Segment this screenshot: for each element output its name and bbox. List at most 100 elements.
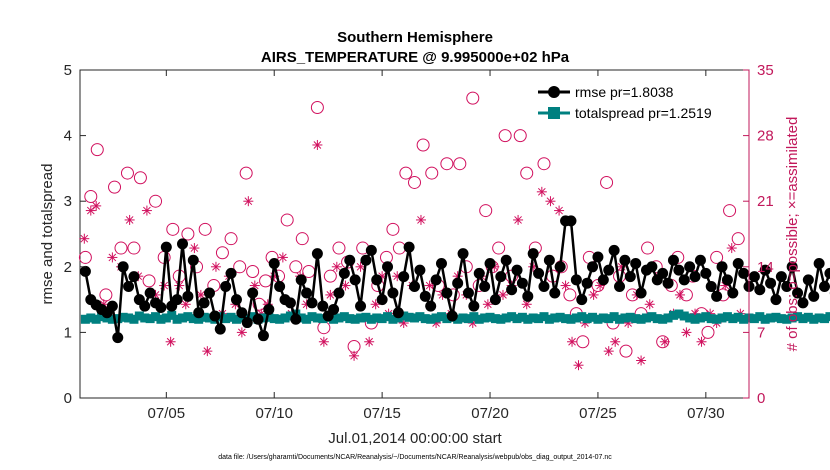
obs-assimilated-stroke (244, 197, 253, 206)
obs-assimilated-marker (567, 336, 578, 347)
rmse-point (435, 258, 447, 270)
obs-assimilated-stroke (499, 291, 507, 299)
rmse-point (290, 313, 302, 325)
legend-totalspread-marker (548, 107, 560, 119)
totalspread-point (221, 314, 231, 324)
totalspread-point (809, 314, 819, 324)
obs-assimilated-stroke (561, 281, 570, 290)
rmse-point (382, 261, 394, 273)
obs-assimilated-stroke (574, 361, 583, 370)
obs-assimilated-stroke (660, 337, 669, 346)
totalspread-point (663, 313, 673, 323)
rmse-point (684, 261, 696, 273)
totalspread-point (204, 313, 214, 323)
rmse-point (635, 287, 647, 299)
obs-assimilated-marker (573, 360, 584, 371)
obs-possible-marker (323, 269, 337, 283)
obs-assimilated-marker (554, 205, 565, 216)
rmse-point (792, 287, 804, 299)
rmse-point (225, 267, 237, 279)
obs-assimilated-stroke (546, 197, 555, 206)
obs-assimilated-marker (318, 336, 329, 347)
totalspread-point (577, 312, 587, 322)
rmse-point (403, 241, 415, 253)
totalspread-point (490, 314, 500, 324)
rmse-point (506, 284, 518, 296)
totalspread-point (269, 314, 279, 324)
obs-assimilated-marker (202, 346, 213, 357)
rmse-point (473, 267, 485, 279)
obs-assimilated-marker (85, 205, 96, 216)
y-right-tick-label: 35 (757, 62, 774, 79)
totalspread-point (410, 313, 419, 323)
rmse-point (338, 267, 350, 279)
rmse-point (705, 280, 717, 292)
rmse-point (592, 251, 604, 263)
obs-assimilated-marker (696, 336, 707, 347)
totalspread-point (258, 313, 268, 323)
obs-possible-marker (233, 260, 247, 274)
totalspread-point (280, 313, 290, 323)
obs-possible-marker (289, 260, 303, 274)
rmse-point (667, 254, 679, 266)
obs-assimilated-marker (210, 261, 221, 272)
obs-possible-marker (108, 180, 122, 194)
totalspread-point (517, 312, 527, 322)
rmse-point (230, 294, 242, 306)
rmse-point (387, 287, 399, 299)
obs-assimilated-stroke (143, 206, 151, 215)
obs-assimilated-marker (124, 214, 135, 225)
obs-possible-marker (239, 166, 253, 180)
obs-assimilated-marker (497, 289, 508, 300)
totalspread-point (658, 314, 668, 324)
rmse-point (236, 307, 248, 319)
totalspread-point (285, 311, 295, 321)
legend-totalspread-label: totalspread pr=1.2519 (575, 105, 712, 121)
totalspread-point (685, 313, 695, 323)
legend: rmse pr=1.8038 totalspread pr=1.2519 (532, 77, 744, 125)
totalspread-point (512, 314, 522, 324)
totalspread-point (755, 312, 765, 322)
obs-possible-marker (181, 227, 195, 241)
rmse-point (209, 310, 221, 322)
totalspread-point (458, 313, 468, 323)
totalspread-point (145, 314, 155, 324)
obs-assimilated-marker (364, 336, 375, 347)
data-file-footnote: data file: /Users/gharamti/Documents/NCA… (218, 454, 612, 461)
totalspread-point (582, 314, 592, 324)
rmse-point (624, 271, 636, 283)
rmse-point (678, 274, 690, 286)
obs-assimilated-marker (236, 327, 247, 338)
rmse-point (214, 323, 226, 335)
y-tick-label: 2 (64, 259, 72, 276)
rmse-point (619, 254, 631, 266)
y-tick-label: 3 (64, 193, 72, 210)
totalspread-point (652, 314, 662, 324)
totalspread-point (420, 314, 430, 324)
totalspread-point (701, 312, 711, 322)
rmse-point (721, 274, 733, 286)
obs-possible-marker (513, 129, 527, 143)
obs-possible-marker (710, 250, 724, 264)
totalspread-point (550, 313, 560, 323)
totalspread-point (717, 313, 727, 323)
totalspread-point (302, 314, 312, 324)
rmse-point (533, 267, 545, 279)
y-tick-label: 4 (64, 128, 72, 145)
totalspread-point (636, 314, 646, 324)
rmse-point (457, 248, 469, 260)
chart-title-line2: AIRS_TEMPERATURE @ 9.995000e+02 hPa (261, 49, 570, 66)
rmse-point (295, 274, 307, 286)
totalspread-point (496, 314, 506, 324)
totalspread-point (140, 313, 150, 323)
totalspread-point (350, 314, 360, 324)
rmse-point (738, 267, 750, 279)
rmse-point (819, 280, 830, 292)
rmse-point (155, 301, 167, 313)
obs-assimilated-stroke (92, 202, 101, 210)
rmse-point (252, 313, 264, 325)
chart-title-line1: Southern Hemisphere (337, 29, 493, 46)
totalspread-point (372, 313, 382, 323)
rmse-point (268, 258, 280, 270)
rmse-point (398, 271, 410, 283)
